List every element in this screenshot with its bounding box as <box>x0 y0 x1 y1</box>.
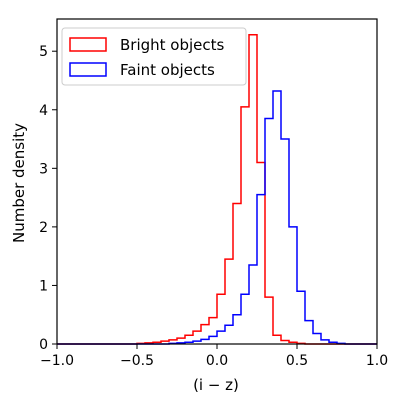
legend-swatch-faint <box>69 62 107 77</box>
legend-label-bright: Bright objects <box>120 36 225 54</box>
x-tick-label: −0.5 <box>120 353 154 369</box>
legend-label-faint: Faint objects <box>120 61 215 79</box>
axes: −1.0 −0.5 0.0 0.5 1.0 0 1 2 3 4 5 <box>39 18 388 369</box>
y-tick-label: 1 <box>39 278 48 294</box>
y-tick-label: 0 <box>39 337 48 353</box>
y-tick-label: 5 <box>39 44 48 60</box>
y-tick-label: 3 <box>39 161 48 177</box>
x-tick-label: 0.0 <box>206 353 228 369</box>
x-tick-label: 0.5 <box>286 353 308 369</box>
x-axis-label: (i − z) <box>193 376 239 394</box>
legend-swatch-bright <box>69 37 107 52</box>
x-tick-label: −1.0 <box>40 353 74 369</box>
legend: Bright objects Faint objects <box>61 27 247 86</box>
legend-frame <box>61 27 247 86</box>
x-tick-label: 1.0 <box>366 353 388 369</box>
y-tick-label: 2 <box>39 220 48 236</box>
y-tick-label: 4 <box>39 103 48 119</box>
y-axis-label: Number density <box>10 123 28 243</box>
